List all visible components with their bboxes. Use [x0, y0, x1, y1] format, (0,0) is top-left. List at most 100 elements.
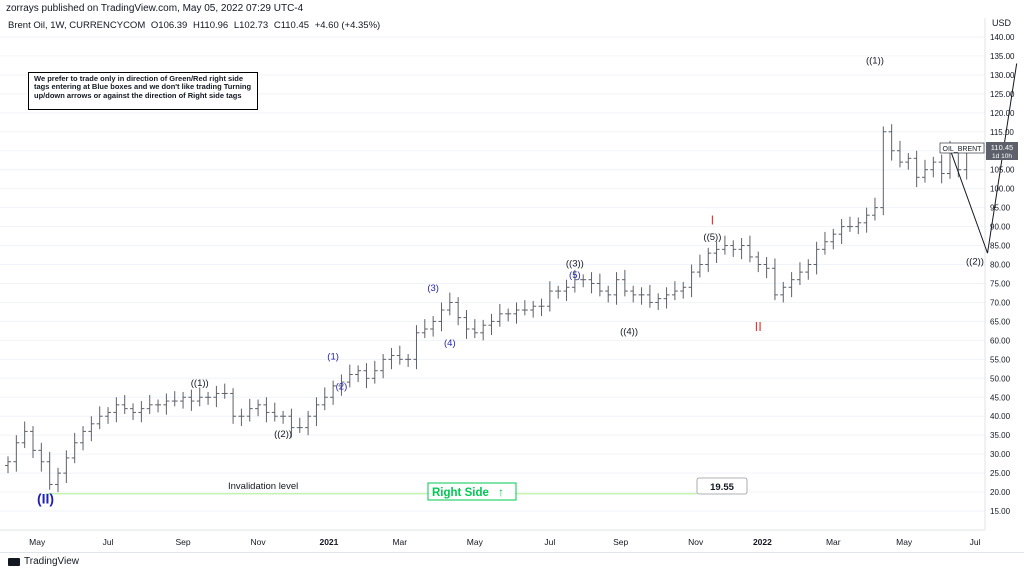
price-tick-label: 120.00 [990, 109, 1015, 118]
ohlc-bar [688, 264, 695, 298]
invalidation-value: 19.55 [710, 482, 734, 493]
ohlc-bar [846, 216, 853, 232]
price-tick-label: 130.00 [990, 71, 1015, 80]
ohlc-bar [63, 450, 70, 483]
ohlc-bar [338, 374, 345, 396]
ohlc-bar [621, 269, 628, 297]
tradingview-logo-icon [8, 557, 20, 566]
price-tick-label: 90.00 [990, 223, 1011, 232]
ohlc-bar [938, 154, 945, 184]
ohlc-bar [888, 124, 895, 161]
publish-banner: zorrays published on TradingView.com, Ma… [6, 3, 304, 14]
time-axis: May Jul Sep Nov 2021 Mar May Jul Sep Nov 2022 Mar Ma… [29, 537, 980, 547]
price-tick-label: 115.00 [990, 128, 1014, 137]
trading-note: We prefer to trade only in direction of … [28, 72, 258, 110]
ohlc-bar [321, 387, 328, 411]
projection-path [949, 63, 1018, 254]
invalidation-value-box: 19.55 [696, 477, 748, 495]
time-tick-label: 2021 [319, 537, 338, 547]
ohlc-bar [521, 300, 528, 316]
price-tick-label: 100.00 [990, 185, 1015, 194]
ohlc-bar [221, 383, 228, 399]
ohlc-bar [21, 421, 28, 449]
time-tick-label: May [29, 537, 46, 547]
ohlc-bar [205, 391, 212, 405]
price-tick-label: 70.00 [990, 298, 1011, 307]
price-tick-label: 105.00 [990, 166, 1015, 175]
price-tag-symbol: OIL_BRENT [943, 146, 983, 153]
price-tick-label: 35.00 [990, 431, 1011, 440]
ohlc-bar [913, 150, 920, 188]
change-value: +4.60 (+4.35%) [314, 20, 381, 31]
low-value: L102.73 [233, 20, 269, 31]
price-tick-label: 60.00 [990, 336, 1011, 345]
ohlc-bar [271, 402, 278, 422]
ohlc-bar [313, 397, 320, 427]
ohlc-bar [546, 281, 553, 312]
ohlc-bar [563, 279, 570, 301]
ohlc-bar [80, 426, 87, 451]
ohlc-bar [196, 387, 203, 407]
ohlc-bar [921, 159, 928, 183]
time-tick-label: Jul [103, 537, 114, 547]
ohlc-bars [5, 124, 970, 493]
ohlc-bar [346, 364, 353, 388]
ohlc-bar [280, 410, 287, 424]
ohlc-bar [613, 272, 620, 305]
ohlc-bar [530, 300, 537, 318]
ohlc-bar [855, 217, 862, 235]
ohlc-bar [638, 287, 645, 305]
ohlc-bar [130, 403, 137, 421]
wave-label: (2) [336, 382, 348, 393]
ohlc-bar [871, 197, 878, 221]
price-tick-label: 45.00 [990, 393, 1011, 402]
price-tick-label: 95.00 [990, 204, 1011, 213]
symbol-title[interactable]: Brent Oil, 1W, CURRENCYCOM [8, 20, 146, 31]
last-price-tag[interactable]: OIL_BRENT 110.45 1d 10h [939, 142, 1018, 160]
price-tick-label: 75.00 [990, 279, 1011, 288]
footer-bar [0, 552, 1024, 572]
ohlc-bar [113, 397, 120, 423]
price-tick-label: 125.00 [990, 90, 1015, 99]
ohlc-bar [171, 391, 178, 407]
ohlc-bar [363, 363, 370, 389]
time-tick-label: May [896, 537, 913, 547]
right-side-box[interactable]: Right Side ↑ [427, 482, 517, 501]
price-chart[interactable]: USD 15.00 20.00 25.00 30.00 35.00 40.00 45.00 5… [0, 0, 1024, 552]
ohlc-bar [738, 237, 745, 260]
price-tick-label: 15.00 [990, 507, 1011, 516]
wave-label: II [755, 319, 762, 334]
tradingview-logo[interactable]: TradingView [8, 556, 79, 567]
ohlc-bar [146, 394, 153, 414]
ohlc-bar [138, 401, 145, 423]
ohlc-bar [121, 394, 128, 414]
ohlc-bar [480, 319, 487, 341]
ohlc-bar [105, 407, 112, 424]
ohlc-bar [355, 365, 362, 383]
ohlc-bar [13, 435, 20, 472]
price-tick-label: 135.00 [990, 52, 1015, 61]
ohlc-bar [305, 410, 312, 436]
wave-label: (5) [569, 270, 581, 281]
ohlc-bar [255, 399, 262, 417]
ohlc-bar [538, 298, 545, 317]
price-tick-label: 25.00 [990, 469, 1011, 478]
price-tick-label: 65.00 [990, 317, 1011, 326]
price-tag-countdown: 1d 10h [992, 153, 1012, 160]
ohlc-bar [730, 240, 737, 257]
wave-label: ((2)) [274, 429, 292, 440]
ohlc-bar [655, 293, 662, 311]
wave-label: ((1)) [866, 56, 884, 67]
wave-label: (II) [37, 490, 54, 506]
wave-labels: (II) ((1)) ((2)) (1) (2) (3) (4) ((3))(5) ((4)) I… [37, 56, 984, 507]
ohlc-bar [230, 388, 237, 424]
ohlc-bar [671, 281, 678, 301]
ohlc-bar [663, 287, 670, 309]
price-tick-label: 80.00 [990, 261, 1011, 270]
ohlc-bar [246, 398, 253, 422]
ohlc-bar [380, 354, 387, 379]
ohlc-bar [821, 231, 828, 255]
wave-label: (4) [444, 338, 456, 349]
ohlc-bar [5, 456, 11, 474]
high-value: H110.96 [192, 20, 229, 31]
